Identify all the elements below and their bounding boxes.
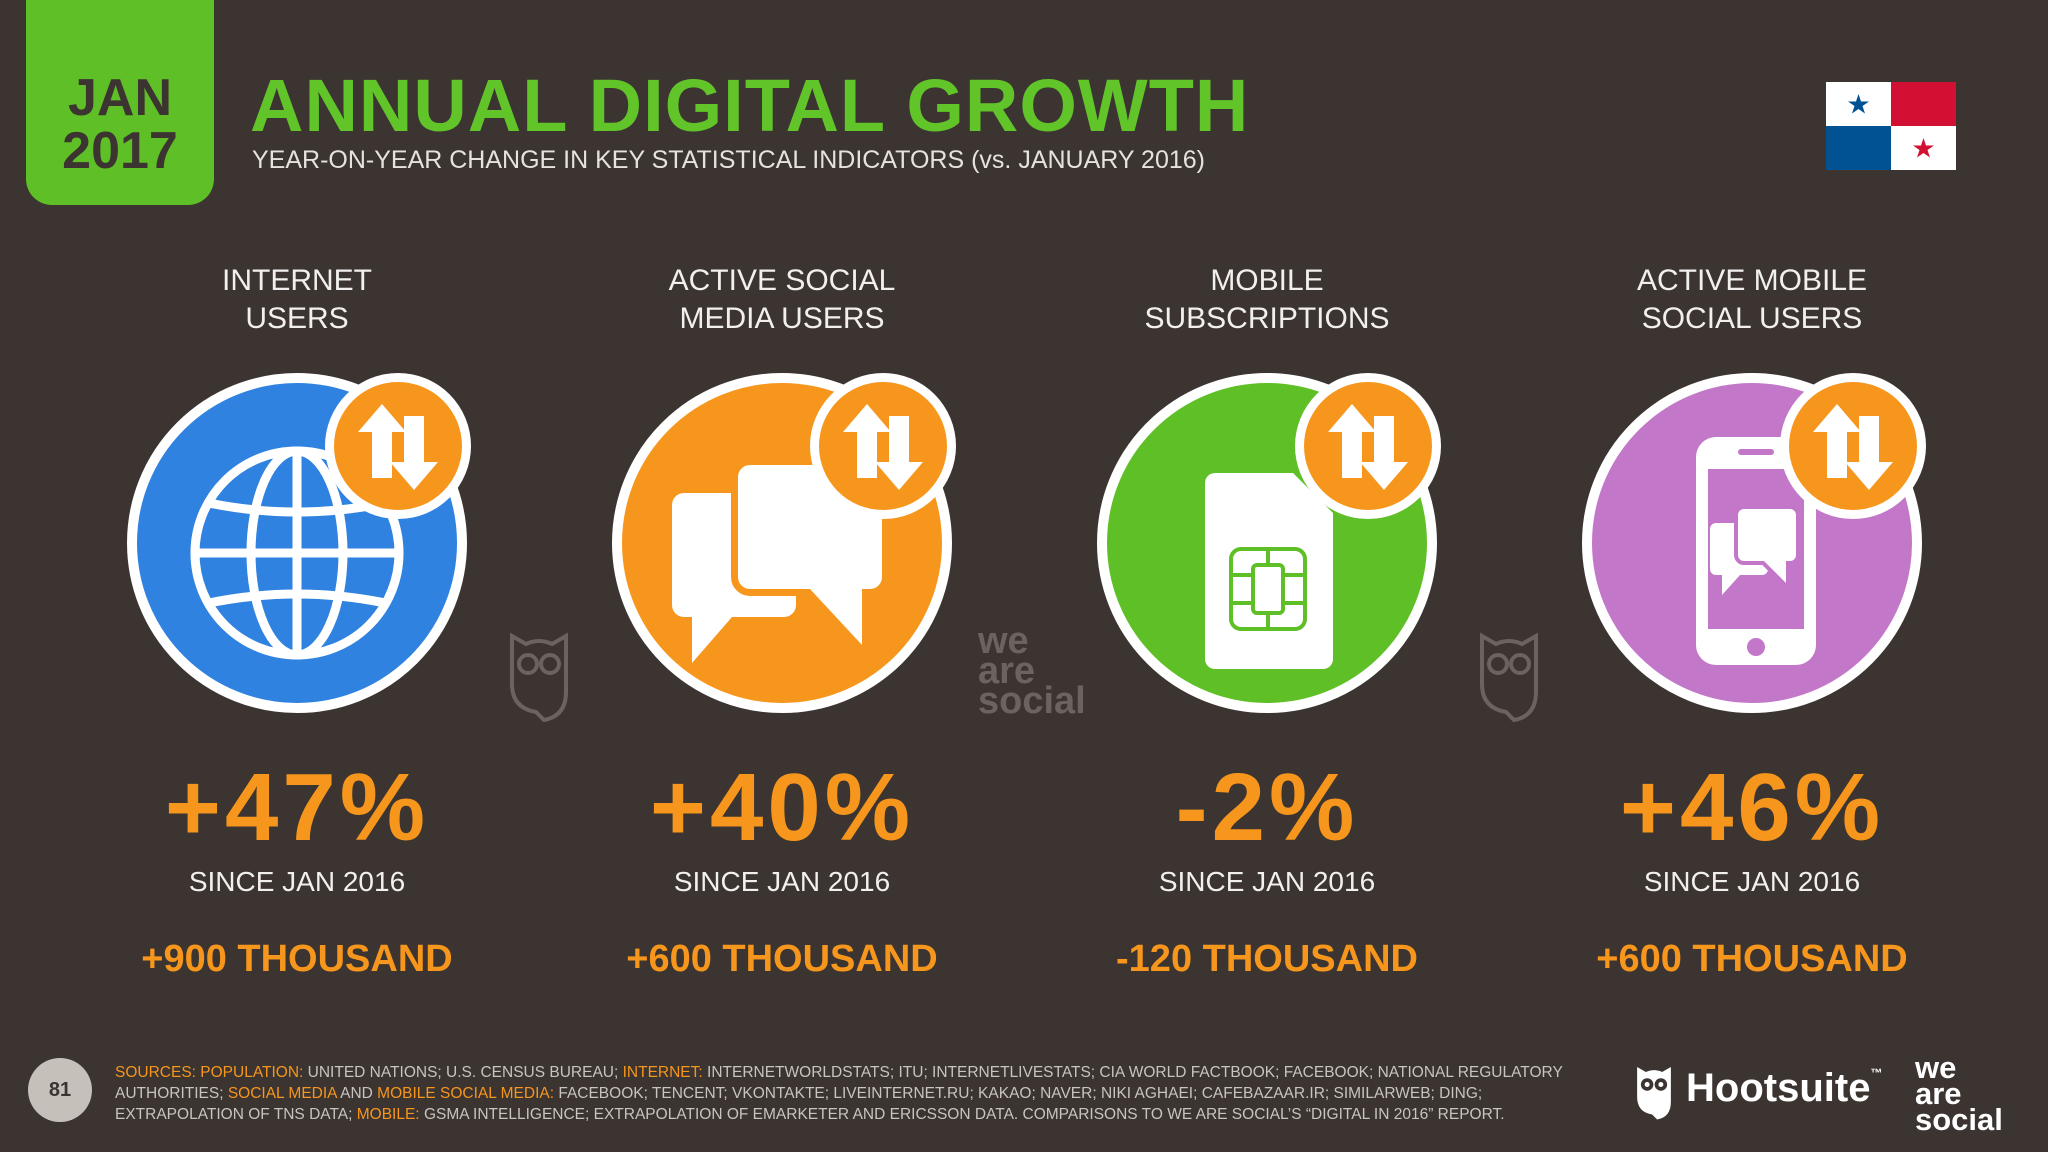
hootsuite-owl-icon bbox=[1637, 1067, 1671, 1120]
stat-absolute: +600 THOUSAND bbox=[626, 938, 938, 980]
trademark-sign: ™ bbox=[1870, 1066, 1883, 1080]
change-badge bbox=[1780, 373, 1926, 519]
stat-percent: -2% bbox=[1175, 754, 1359, 861]
stat-since: SINCE JAN 2016 bbox=[1158, 866, 1376, 897]
up-down-arrows-icon bbox=[358, 404, 438, 490]
date-month: JAN bbox=[67, 69, 173, 127]
stat-percent: +46% bbox=[1619, 754, 1885, 861]
sim-card-icon bbox=[1205, 473, 1333, 669]
stat-percent: +47% bbox=[164, 754, 430, 861]
page-number: 81 bbox=[28, 1058, 92, 1122]
stat-since: SINCE JAN 2016 bbox=[673, 866, 891, 897]
stat-absolute: -120 THOUSAND bbox=[1116, 938, 1418, 980]
stat-label: MOBILE SUBSCRIPTIONS bbox=[1144, 264, 1390, 335]
stat-percent: +40% bbox=[649, 754, 915, 861]
hootsuite-wordmark: Hootsuite bbox=[1686, 1066, 1871, 1110]
change-badge bbox=[810, 373, 956, 519]
stat-absolute: +900 THOUSAND bbox=[141, 938, 453, 980]
hootsuite-logo: Hootsuite™ bbox=[1630, 1062, 1900, 1122]
change-badge bbox=[1295, 373, 1441, 519]
stat-label: ACTIVE MOBILE SOCIAL USERS bbox=[1636, 264, 1868, 335]
stat-absolute: +600 THOUSAND bbox=[1596, 938, 1908, 980]
sources-text: SOURCES: POPULATION: UNITED NATIONS; U.S… bbox=[115, 1064, 1563, 1123]
we-are-social-watermark: we are social bbox=[978, 620, 1086, 722]
owl-watermark-icon bbox=[510, 632, 568, 723]
stat-since: SINCE JAN 2016 bbox=[188, 866, 406, 897]
date-badge: JAN 2017 bbox=[26, 0, 214, 205]
date-year: 2017 bbox=[62, 122, 178, 180]
up-down-arrows-icon bbox=[843, 404, 923, 490]
stat-label: ACTIVE SOCIAL MEDIA USERS bbox=[668, 264, 896, 335]
change-badge bbox=[325, 373, 471, 519]
panama-flag-icon bbox=[1826, 82, 1956, 170]
up-down-arrows-icon bbox=[1813, 404, 1893, 490]
phone-chat-icon bbox=[1696, 437, 1816, 665]
we-are-social-logo: we are social bbox=[1915, 1050, 2003, 1137]
up-down-arrows-icon bbox=[1328, 404, 1408, 490]
stat-since: SINCE JAN 2016 bbox=[1643, 866, 1861, 897]
page-subtitle: YEAR-ON-YEAR CHANGE IN KEY STATISTICAL I… bbox=[252, 146, 1205, 174]
owl-watermark-icon bbox=[1480, 632, 1538, 723]
page-title: ANNUAL DIGITAL GROWTH bbox=[250, 64, 1250, 147]
globe-icon bbox=[190, 446, 404, 660]
social-circle bbox=[612, 373, 952, 713]
stat-label: INTERNET USERS bbox=[222, 264, 372, 335]
